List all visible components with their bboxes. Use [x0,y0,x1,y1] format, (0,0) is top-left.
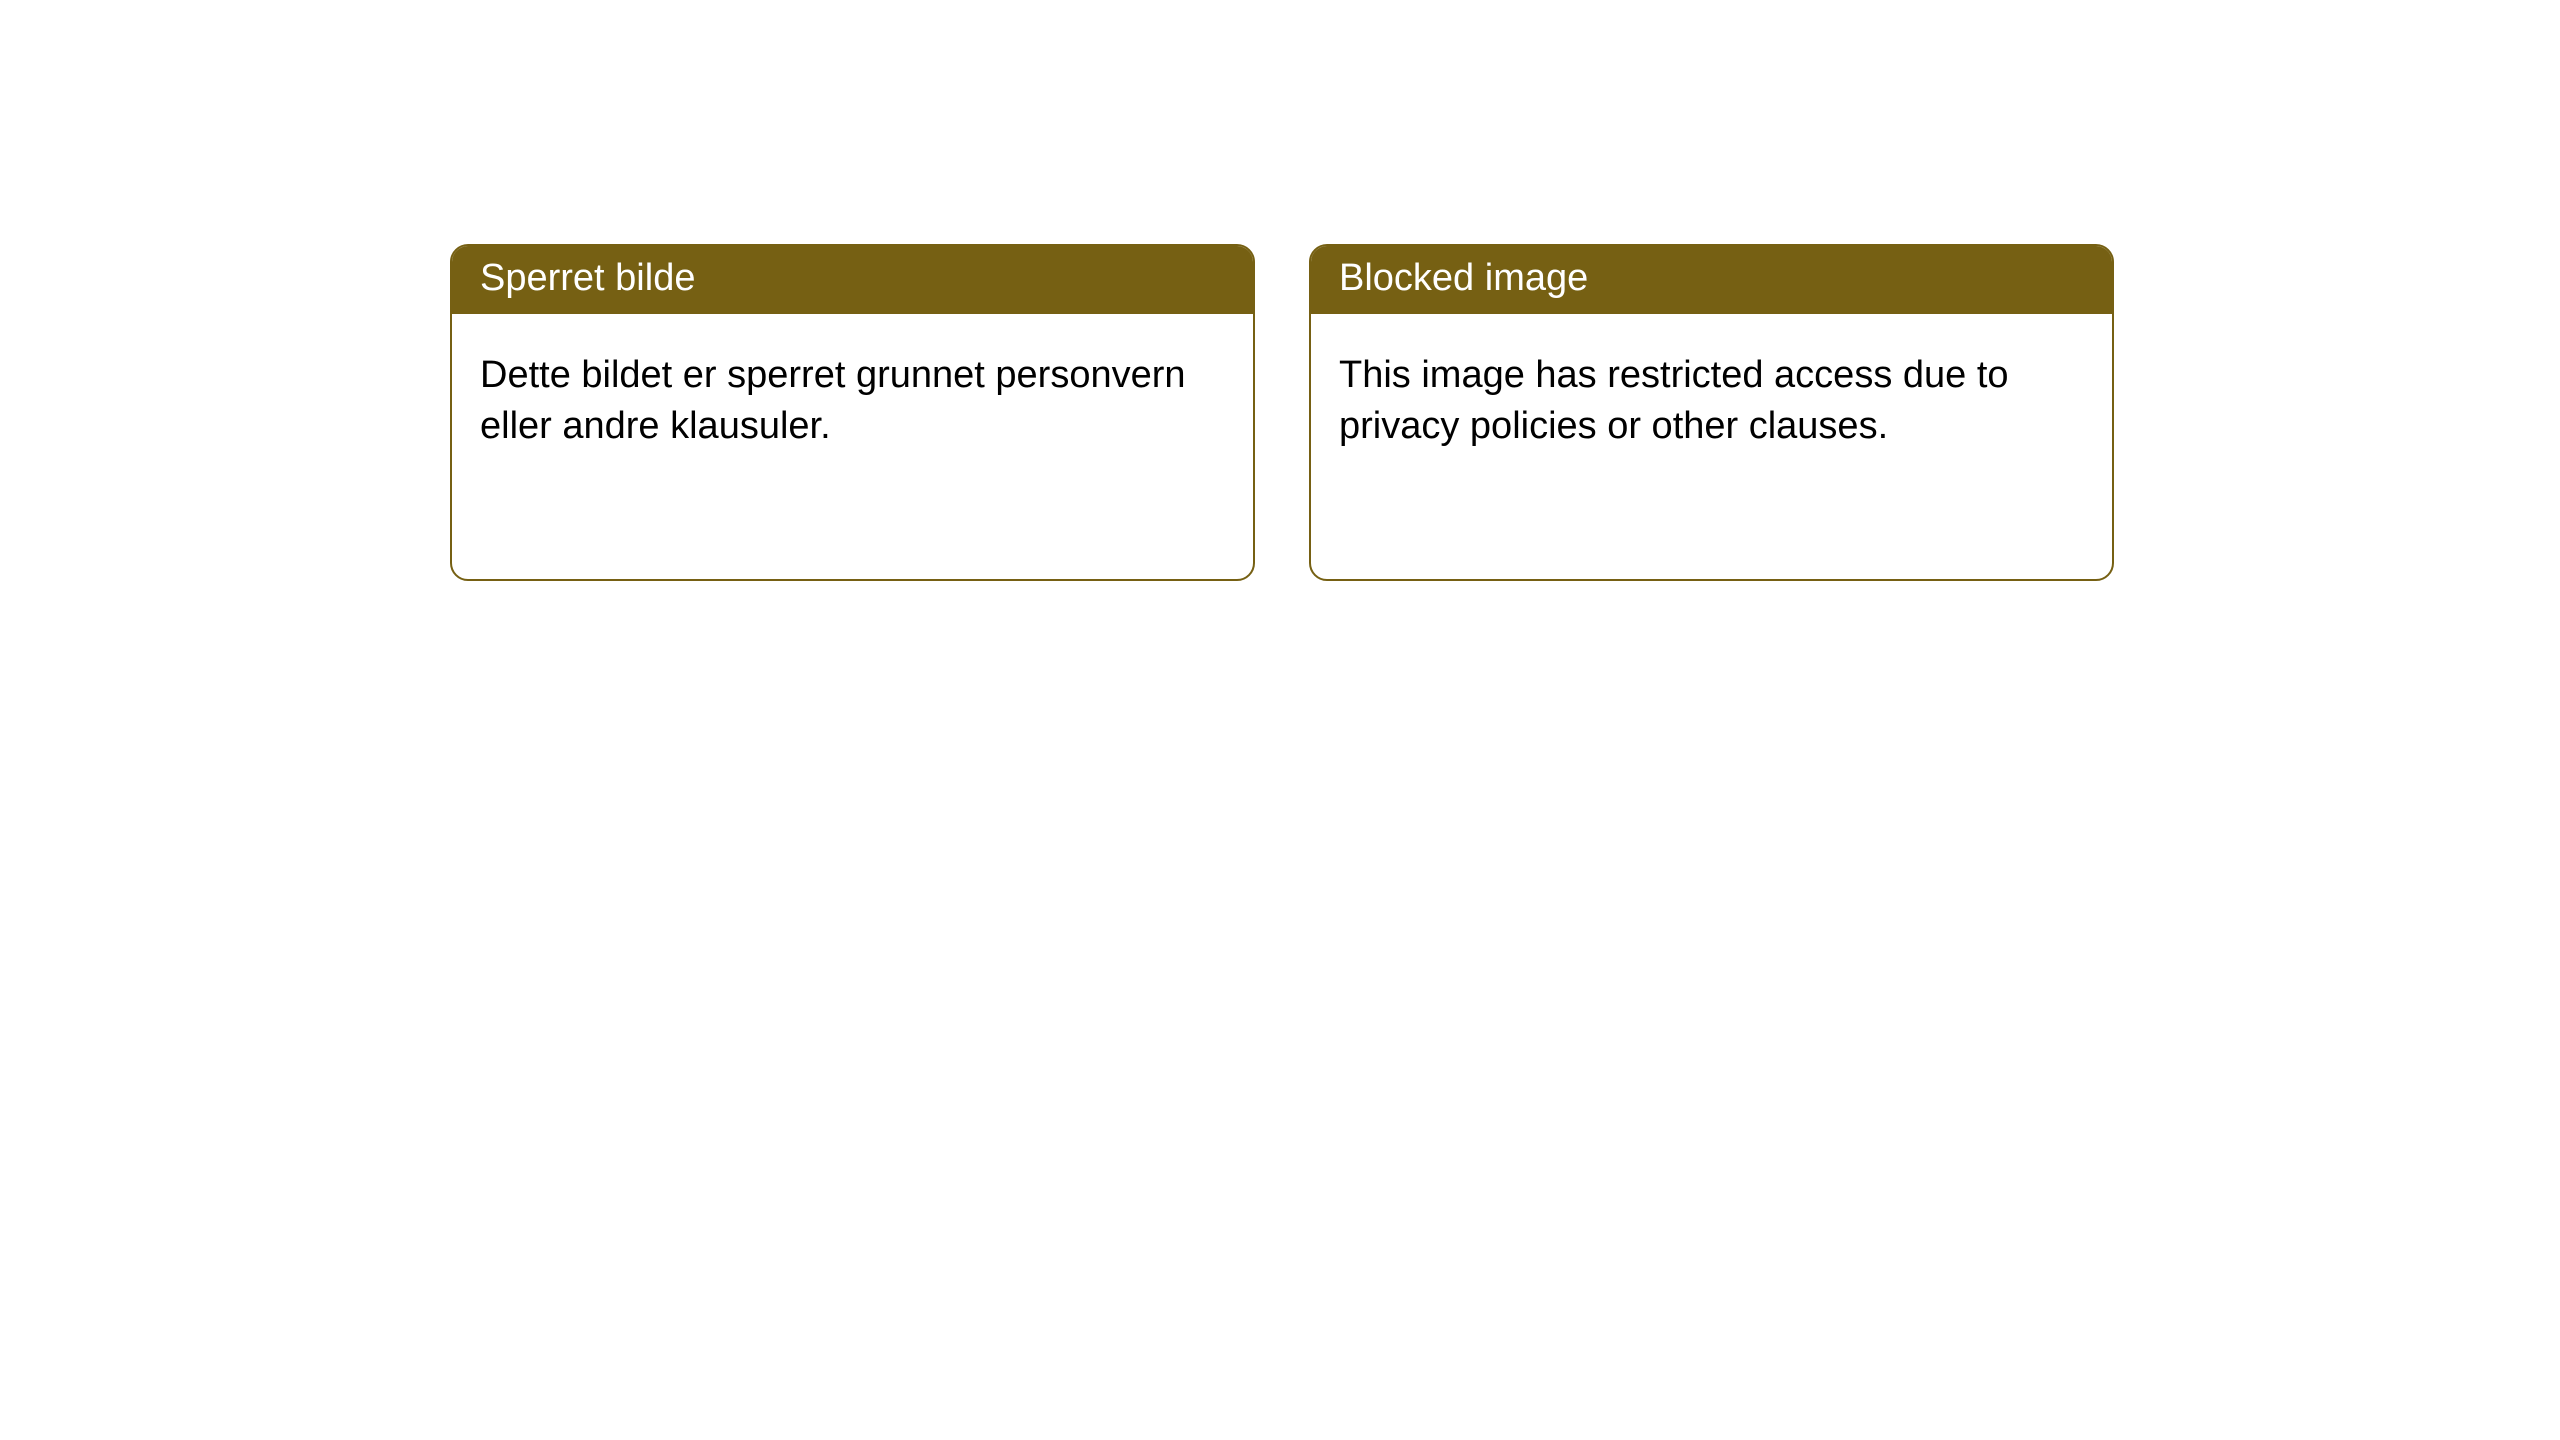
card-header-en: Blocked image [1311,246,2112,314]
card-body-no: Dette bildet er sperret grunnet personve… [452,314,1253,481]
blocked-image-card-en: Blocked image This image has restricted … [1309,244,2114,581]
card-body-en: This image has restricted access due to … [1311,314,2112,481]
card-message-en: This image has restricted access due to … [1339,354,2009,447]
card-header-no: Sperret bilde [452,246,1253,314]
card-message-no: Dette bildet er sperret grunnet personve… [480,354,1186,447]
card-title-en: Blocked image [1339,257,1588,299]
blocked-image-card-no: Sperret bilde Dette bildet er sperret gr… [450,244,1255,581]
card-title-no: Sperret bilde [480,257,695,299]
notice-container: Sperret bilde Dette bildet er sperret gr… [0,0,2560,581]
